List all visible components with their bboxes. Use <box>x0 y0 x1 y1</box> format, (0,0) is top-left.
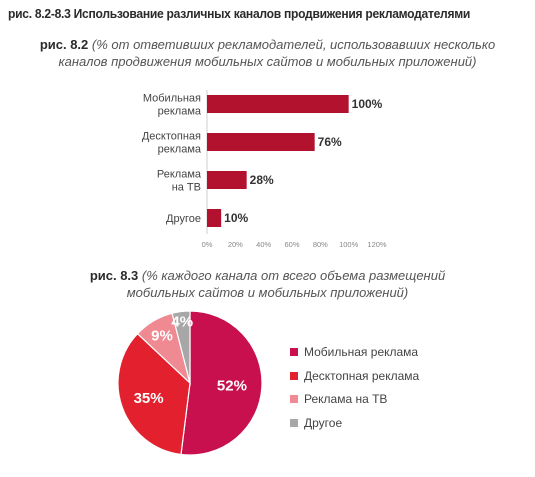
bar-value-label: 10% <box>224 211 248 225</box>
x-tick-label: 20% <box>228 240 243 249</box>
legend-label: Мобильная реклама <box>304 345 419 359</box>
figure-8-2-subtitle-line1: (% от ответивших рекламодателей, использ… <box>91 37 496 52</box>
legend-swatch <box>290 395 298 403</box>
pie-slice <box>180 310 263 456</box>
legend-item: Реклама на ТВ <box>290 390 419 408</box>
pie-slice-label: 52% <box>217 378 247 395</box>
category-label: на ТВ <box>172 182 201 194</box>
x-tick-label: 120% <box>367 240 387 249</box>
legend-swatch <box>290 348 298 356</box>
figure-8-2-label: рис. 8.2 <box>39 37 89 52</box>
bar-value-label: 100% <box>352 97 383 111</box>
pie-slice <box>117 332 191 456</box>
bar <box>207 95 349 113</box>
legend-swatch <box>290 418 298 427</box>
pie-slice-label: 35% <box>134 390 164 407</box>
bar <box>207 209 222 227</box>
legend-item: Другое <box>290 414 419 432</box>
figure-8-3-subtitle-line1: (% каждого канала от всего объема размещ… <box>141 268 446 283</box>
legend-swatch <box>290 371 298 380</box>
figure-8-2-subtitle-line2: каналов продвижения мобильных сайтов и м… <box>58 54 477 69</box>
pie-slice-label: 9% <box>151 328 173 345</box>
x-tick-label: 40% <box>256 240 271 249</box>
x-tick-label: 80% <box>313 240 328 249</box>
figure-8-3-caption: рис. 8.3 (% каждого канала от всего объе… <box>0 267 535 301</box>
pie-slice-label: 4% <box>171 313 193 330</box>
bar-value-label: 76% <box>318 135 342 149</box>
legend-label: Реклама на ТВ <box>304 392 388 406</box>
figure-8-2-caption: рис. 8.2 (% от ответивших рекламодателей… <box>0 36 535 70</box>
pie-legend: Мобильная реклама Десктопная реклама Рекла… <box>290 343 419 437</box>
legend-item: Десктопная реклама <box>290 367 419 385</box>
figure-8-3-label: рис. 8.3 <box>89 268 139 283</box>
pie-slice <box>136 312 192 385</box>
legend-item: Мобильная реклама <box>290 343 419 361</box>
category-label: Другое <box>166 213 201 225</box>
x-tick-label: 0% <box>202 240 213 249</box>
bar <box>207 171 247 189</box>
bar <box>207 133 315 151</box>
bar-value-label: 28% <box>250 173 274 187</box>
x-tick-label: 100% <box>339 240 359 249</box>
pie-slice <box>171 310 191 384</box>
figure-8-3-subtitle-line2: мобильных сайтов и мобильных приложений) <box>126 285 409 300</box>
x-tick-label: 60% <box>284 240 299 249</box>
main-title: рис. 8.2-8.3 Использование различных кан… <box>8 6 471 21</box>
category-label: Десктопная <box>142 131 201 143</box>
category-label: Реклама <box>157 169 202 181</box>
category-label: реклама <box>158 144 202 156</box>
legend-label: Другое <box>304 415 343 430</box>
bar-chart: 100%Мобильнаяреклама76%Десктопнаяреклама… <box>142 90 387 249</box>
category-label: реклама <box>158 106 202 118</box>
category-label: Мобильная <box>143 93 201 105</box>
legend-label: Десктопная реклама <box>304 368 420 383</box>
